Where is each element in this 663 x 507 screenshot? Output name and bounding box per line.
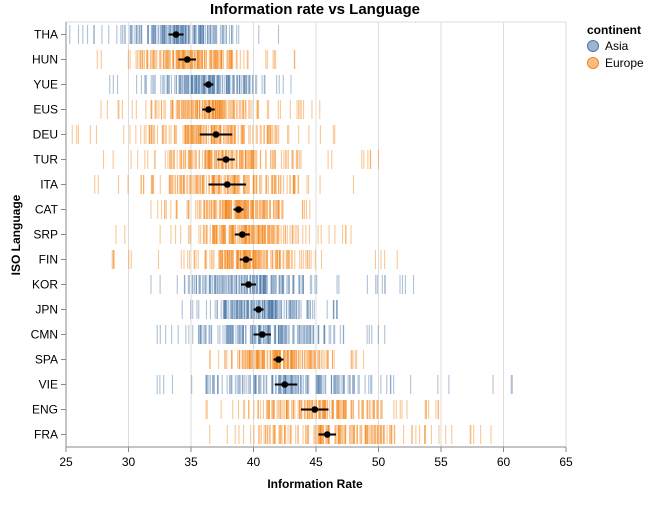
mean-point — [223, 181, 231, 188]
legend-swatch-asia — [587, 40, 599, 52]
y-tick-label: YUE — [33, 78, 58, 92]
strip-cat — [150, 200, 311, 219]
x-tick-label: 55 — [434, 455, 448, 469]
strip-tha — [69, 25, 280, 44]
legend-label: Asia — [605, 39, 629, 53]
mean-point — [258, 331, 266, 338]
mean-point — [323, 431, 331, 438]
x-tick-label: 45 — [309, 455, 323, 469]
y-tick-label: FIN — [39, 253, 58, 267]
y-tick-label: ITA — [40, 178, 58, 192]
y-axis-title: ISO Language — [9, 194, 23, 275]
y-tick-label: EUS — [33, 103, 58, 117]
y-tick-label: TUR — [33, 153, 58, 167]
strip-spa — [209, 350, 365, 369]
legend-title: continent — [587, 23, 641, 37]
mean-point — [255, 306, 262, 313]
mean-point — [245, 281, 252, 288]
y-tick-label: HUN — [32, 53, 58, 67]
y-tick-label: THA — [34, 28, 58, 42]
x-tick-label: 30 — [122, 455, 136, 469]
y-tick-label: VIE — [39, 378, 58, 392]
strip-ita — [94, 175, 355, 194]
mean-point — [281, 381, 289, 388]
y-tick-label: KOR — [32, 278, 58, 292]
strip-jpn — [181, 300, 338, 319]
y-tick-label: DEU — [33, 128, 58, 142]
x-tick-label: 25 — [59, 455, 73, 469]
mean-point — [205, 81, 212, 88]
mean-markers — [168, 31, 336, 438]
x-tick-label: 65 — [559, 455, 573, 469]
strip-vie — [156, 375, 513, 394]
strip-fin — [111, 250, 398, 269]
chart-title: Information rate vs Language — [210, 1, 420, 18]
x-tick-label: 35 — [184, 455, 198, 469]
strip-fra — [209, 425, 492, 444]
y-tick-label: SRP — [33, 228, 58, 242]
x-axis-title: Information Rate — [267, 477, 363, 491]
x-axis: 25 30 35 40 45 50 55 60 65 — [59, 446, 573, 469]
mean-point — [242, 256, 250, 263]
y-axis: THA HUN YUE EUS DEU TUR ITA CAT SRP FIN KOR JPN CMN S… — [31, 22, 67, 447]
y-tick-label: JPN — [35, 303, 58, 317]
mean-point — [235, 206, 242, 213]
y-tick-label: CMN — [31, 328, 58, 342]
y-tick-label: CAT — [35, 203, 59, 217]
x-tick-label: 60 — [497, 455, 511, 469]
y-tick-label: ENG — [32, 403, 58, 417]
mean-point — [311, 406, 319, 413]
legend-swatch-europe — [587, 57, 599, 69]
strip-tur — [102, 150, 380, 169]
mean-point — [212, 131, 220, 138]
legend-label: Europe — [605, 56, 644, 70]
mean-point — [275, 356, 282, 363]
mean-point — [238, 231, 246, 238]
mean-point — [172, 31, 180, 38]
x-tick-label: 40 — [247, 455, 261, 469]
strip-kor — [150, 275, 415, 294]
y-tick-label: FRA — [34, 428, 58, 442]
mean-point — [222, 156, 230, 163]
mean-point — [205, 106, 212, 113]
x-tick-label: 50 — [372, 455, 386, 469]
strip-yue — [109, 75, 292, 94]
data-strips — [69, 25, 513, 444]
legend: continent Asia Europe — [587, 23, 644, 70]
strip-srp — [115, 225, 352, 244]
y-tick-label: SPA — [35, 353, 58, 367]
mean-point — [183, 56, 191, 63]
